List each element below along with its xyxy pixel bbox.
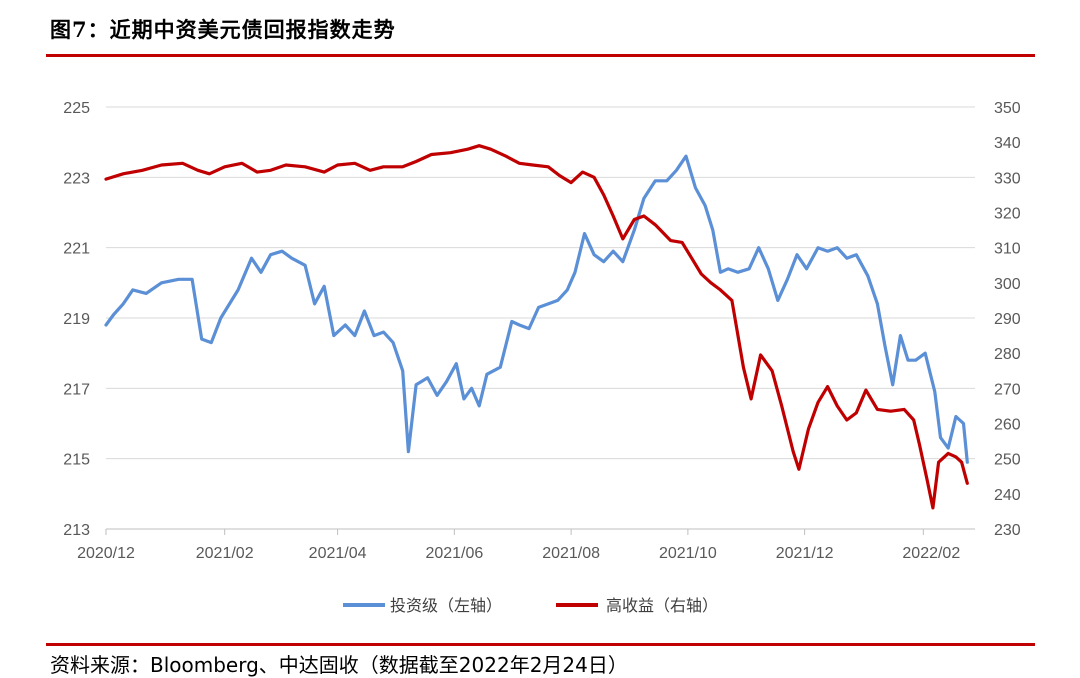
x-tick-label: 2022/02 [902,545,960,562]
top-divider [46,54,1035,57]
right-tick-label: 290 [994,311,1021,328]
chart-title: 图7：近期中资美元债回报指数走势 [50,17,396,42]
left-tick-label: 223 [63,170,90,187]
left-tick-label: 213 [63,522,90,539]
right-tick-label: 350 [994,100,1021,117]
x-tick-label: 2021/10 [659,545,717,562]
left-axis-ticks: 213 215 217 219 221 223 225 [63,100,90,539]
left-tick-label: 221 [63,241,90,258]
right-tick-label: 250 [994,452,1021,469]
right-tick-label: 230 [994,522,1021,539]
left-tick-label: 217 [63,381,90,398]
right-tick-label: 260 [994,417,1021,434]
left-tick-label: 225 [63,100,90,117]
x-axis-ticks: 2020/12 2021/02 2021/04 2021/06 2021/08 2021/… [77,529,960,562]
x-tick-label: 2021/08 [542,545,600,562]
right-tick-label: 340 [994,135,1021,152]
left-tick-label: 215 [63,452,90,469]
right-axis-ticks: 230 240 250 260 270 280 290 300 310 320 330 340 350 [994,100,1021,539]
legend-label: 高收益（右轴） [606,596,718,615]
series-lines [104,144,969,510]
legend: 投资级（左轴） 高收益（右轴） [343,596,718,615]
source-note: 资料来源：Bloomberg、中达固收（数据截至2022年2月24日） [50,653,628,677]
right-tick-label: 280 [994,346,1021,363]
right-tick-label: 270 [994,381,1021,398]
gridlines [106,106,975,530]
right-tick-label: 300 [994,276,1021,293]
chart-area: 213 215 217 219 221 223 225 230 240 250 260 270 280… [63,100,1021,615]
right-tick-label: 240 [994,487,1021,504]
right-tick-label: 330 [994,170,1021,187]
x-tick-label: 2021/06 [425,545,483,562]
series-line-ig [104,154,969,464]
x-tick-label: 2021/02 [196,545,254,562]
x-tick-label: 2020/12 [77,545,135,562]
x-tick-label: 2021/04 [309,545,367,562]
legend-label: 投资级（左轴） [390,596,502,615]
right-tick-label: 320 [994,206,1021,223]
right-tick-label: 310 [994,241,1021,258]
bottom-divider [46,643,1035,646]
left-tick-label: 219 [63,311,90,328]
x-tick-label: 2021/12 [776,545,834,562]
series-line-hy [104,144,969,510]
